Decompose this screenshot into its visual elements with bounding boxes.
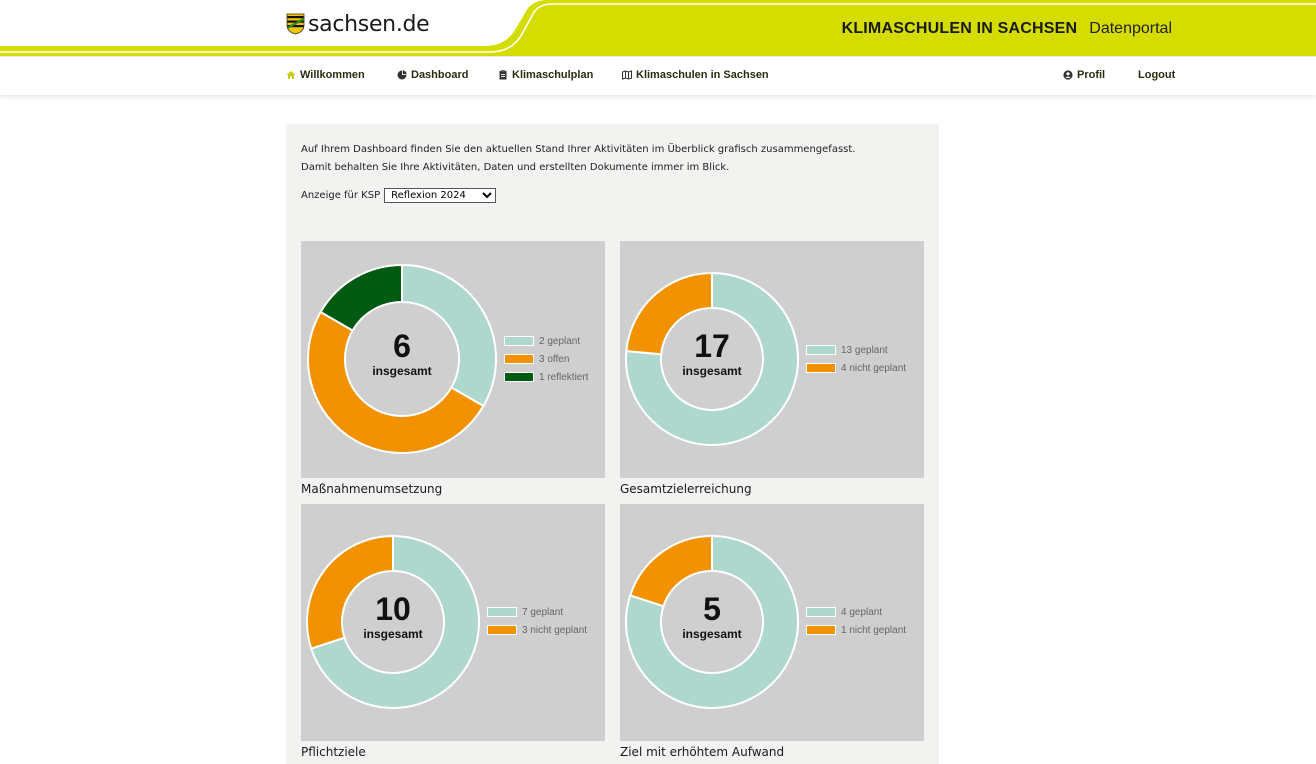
legend-label: 1 nicht geplant xyxy=(841,624,907,636)
legend-item[interactable]: 7 geplant xyxy=(487,603,587,621)
legend-item[interactable]: 4 geplant xyxy=(806,603,906,621)
donut-total-value: 5 xyxy=(703,591,721,627)
intro-line-2: Damit behalten Sie Ihre Aktivitäten, Dat… xyxy=(301,162,730,173)
legend-item[interactable]: 4 nicht geplant xyxy=(806,359,906,377)
legend-item[interactable]: 3 offen xyxy=(504,350,588,368)
chart-card-ziel-erhoehter-aufwand: 5 insgesamt 4 geplant 1 nicht geplant xyxy=(620,504,924,741)
chart-legend: 4 geplant 1 nicht geplant xyxy=(806,603,906,639)
ksp-filter: Anzeige für KSP Reflexion 2024 xyxy=(301,188,497,203)
chart-title-pflichtziele: Pflichtziele xyxy=(301,745,366,759)
donut-total-value: 6 xyxy=(393,328,411,364)
nav-klimaschulplan-label: Klimaschulplan xyxy=(512,69,594,81)
dashboard-panel: Auf Ihrem Dashboard finden Sie den aktue… xyxy=(286,124,939,764)
chart-card-gesamtzielerreichung: 17 insgesamt 13 geplant 4 nicht geplant xyxy=(620,241,924,478)
donut-slice[interactable] xyxy=(319,263,403,332)
donut-total-label: insgesamt xyxy=(372,364,431,378)
chart-title-ziel-erhoehter-aufwand: Ziel mit erhöhtem Aufwand xyxy=(620,745,785,759)
pie-chart-icon xyxy=(397,70,407,80)
legend-label: 7 geplant xyxy=(522,606,564,618)
legend-label: 13 geplant xyxy=(841,344,888,356)
donut-slice[interactable] xyxy=(306,534,394,650)
donut-slice[interactable] xyxy=(307,310,485,454)
donut-slice[interactable] xyxy=(628,534,713,608)
donut-total-value: 17 xyxy=(694,328,730,364)
intro-line-1: Auf Ihrem Dashboard finden Sie den aktue… xyxy=(301,144,856,155)
header-accent-band xyxy=(0,0,1316,56)
nav-klimaschulen-in-sachsen[interactable]: Klimaschulen in Sachsen xyxy=(622,69,769,81)
donut-total-value: 10 xyxy=(375,591,411,627)
chart-card-pflichtziele: 10 insgesamt 7 geplant 3 nicht geplant xyxy=(301,504,605,741)
nav-klimaschulen-label: Klimaschulen in Sachsen xyxy=(636,69,769,81)
legend-swatch xyxy=(487,607,517,617)
legend-swatch xyxy=(806,607,836,617)
legend-swatch xyxy=(806,625,836,635)
ksp-select[interactable]: Reflexion 2024 xyxy=(384,188,497,203)
legend-label: 4 geplant xyxy=(841,606,883,618)
legend-swatch xyxy=(504,354,534,364)
legend-swatch xyxy=(806,363,836,373)
legend-swatch xyxy=(504,336,534,346)
legend-item[interactable]: 1 reflektiert xyxy=(504,368,588,386)
legend-label: 1 reflektiert xyxy=(539,371,589,383)
portal-title: KLIMASCHULEN IN SACHSEN Datenportal xyxy=(842,20,1172,38)
chart-legend: 2 geplant 3 offen 1 reflektiert xyxy=(504,332,588,386)
main-navigation: Willkommen Dashboard Klimaschulplan Klim… xyxy=(0,56,1316,95)
legend-label: 2 geplant xyxy=(539,335,581,347)
chart-legend: 13 geplant 4 nicht geplant xyxy=(806,341,906,377)
portal-subtitle: Datenportal xyxy=(1089,20,1172,37)
donut-total-label: insgesamt xyxy=(682,364,741,378)
donut-slice[interactable] xyxy=(625,271,713,356)
legend-swatch xyxy=(504,372,534,382)
nav-willkommen-label: Willkommen xyxy=(300,69,365,81)
saxony-crest-icon xyxy=(286,13,305,35)
chart-title-massnahmenumsetzung: Maßnahmenumsetzung xyxy=(301,482,443,496)
donut-slice[interactable] xyxy=(401,263,497,408)
donut-total-label: insgesamt xyxy=(682,627,741,641)
nav-klimaschulplan[interactable]: Klimaschulplan xyxy=(498,69,593,81)
sachsen-logo[interactable]: sachsen.de xyxy=(286,10,430,38)
nav-profil[interactable]: Profil xyxy=(1063,69,1105,81)
site-header: sachsen.de KLIMASCHULEN IN SACHSEN Daten… xyxy=(0,0,1316,56)
home-icon xyxy=(286,70,296,80)
user-icon xyxy=(1063,70,1073,80)
chart-legend: 7 geplant 3 nicht geplant xyxy=(487,603,587,639)
legend-swatch xyxy=(806,345,836,355)
donut-slice[interactable] xyxy=(309,534,480,709)
logo-text: sachsen.de xyxy=(308,11,430,37)
nav-logout[interactable]: Logout xyxy=(1138,69,1175,81)
donut-slice[interactable] xyxy=(625,271,799,446)
ksp-filter-label: Anzeige für KSP xyxy=(301,190,381,201)
intro-text: Auf Ihrem Dashboard finden Sie den aktue… xyxy=(301,141,855,177)
map-icon xyxy=(622,70,632,80)
legend-label: 4 nicht geplant xyxy=(841,362,907,374)
nav-profil-label: Profil xyxy=(1077,69,1106,81)
legend-item[interactable]: 1 nicht geplant xyxy=(806,621,906,639)
legend-item[interactable]: 2 geplant xyxy=(504,332,588,350)
portal-name: KLIMASCHULEN IN SACHSEN xyxy=(841,20,1078,37)
donut-slice[interactable] xyxy=(625,534,799,709)
legend-label: 3 nicht geplant xyxy=(522,624,588,636)
chart-title-gesamtzielerreichung: Gesamtzielerreichung xyxy=(620,482,752,496)
legend-item[interactable]: 3 nicht geplant xyxy=(487,621,587,639)
nav-logout-label: Logout xyxy=(1138,69,1176,81)
nav-willkommen[interactable]: Willkommen xyxy=(286,69,365,81)
legend-swatch xyxy=(487,625,517,635)
legend-label: 3 offen xyxy=(539,353,570,365)
chart-card-massnahmenumsetzung: 6 insgesamt 2 geplant 3 offen 1 reflektiert xyxy=(301,241,605,478)
nav-dashboard-label: Dashboard xyxy=(411,69,469,81)
donut-total-label: insgesamt xyxy=(363,627,422,641)
nav-dashboard[interactable]: Dashboard xyxy=(397,69,468,81)
legend-item[interactable]: 13 geplant xyxy=(806,341,906,359)
clipboard-icon xyxy=(498,70,508,80)
